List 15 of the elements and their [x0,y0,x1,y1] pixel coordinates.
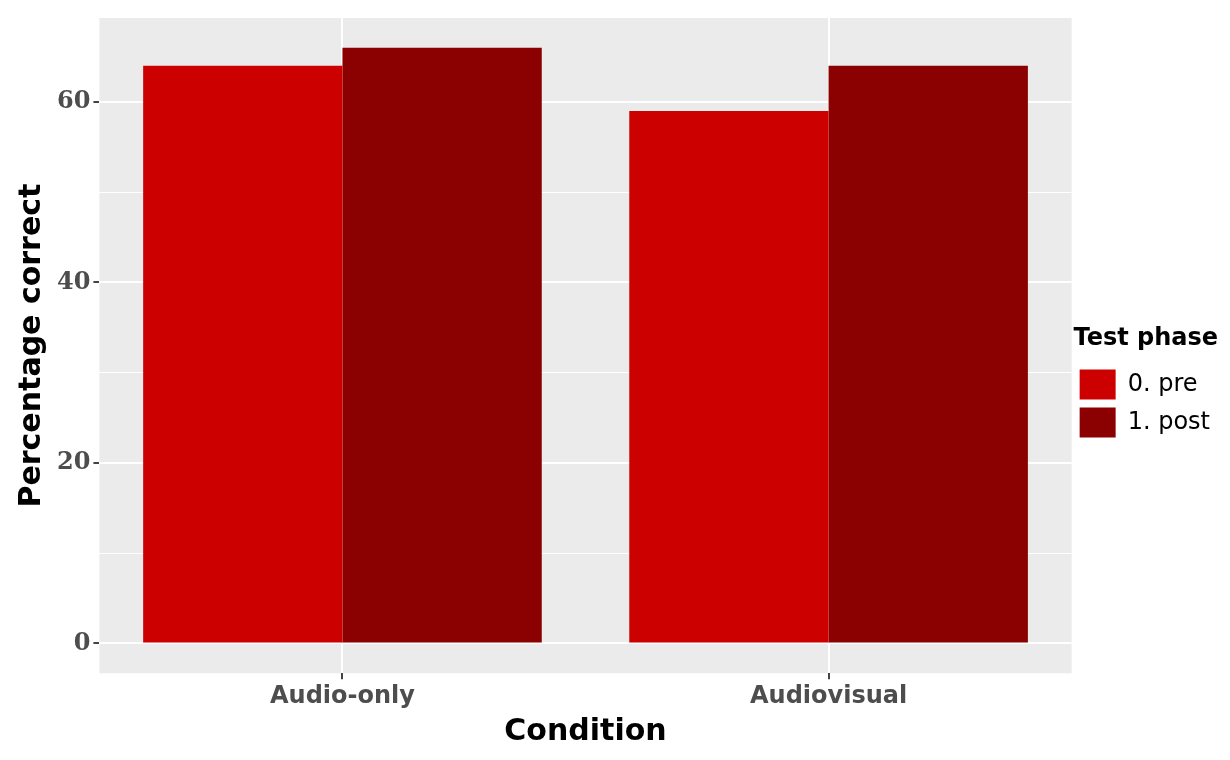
x-axis-title: Condition [504,711,667,747]
y-tick-label: 40 [56,265,91,295]
legend-label: 0. pre [1127,368,1198,397]
y-tick-label: 0 [73,626,91,656]
y-tick-label: 20 [56,446,91,476]
bar [828,65,1028,643]
y-tick-label: 60 [56,85,91,115]
bar [629,110,829,643]
y-axis-title: Percentage correct [11,183,47,508]
bar [342,47,542,643]
bar [143,65,343,643]
legend-label: 1. post [1127,406,1210,435]
x-tick-label: Audio-only [269,680,416,709]
x-tick-label: Audiovisual [749,680,908,709]
legend-title: Test phase [1073,322,1219,351]
